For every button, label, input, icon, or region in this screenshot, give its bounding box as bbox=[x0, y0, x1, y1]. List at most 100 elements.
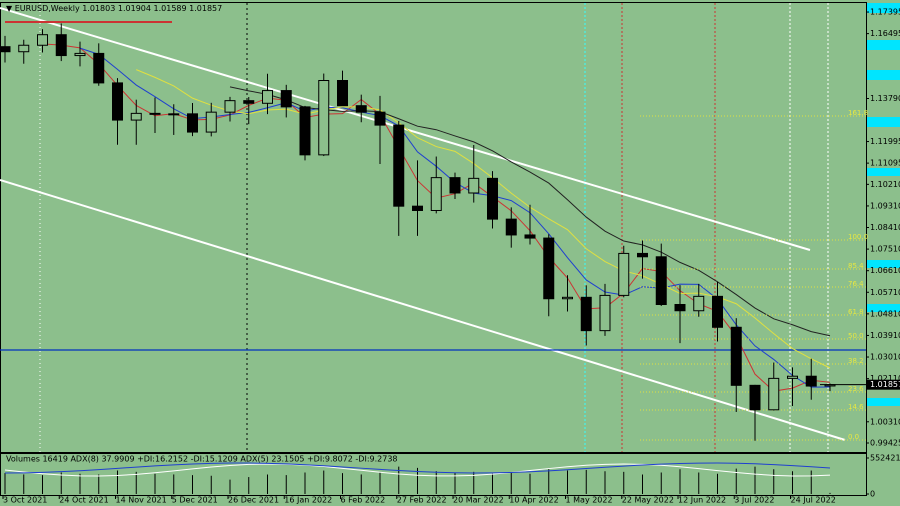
candle-body bbox=[318, 80, 330, 156]
fib-label: 38.2 bbox=[848, 357, 864, 365]
y-tick-label: 1.00310 bbox=[870, 417, 900, 426]
axis-marker bbox=[867, 398, 900, 406]
y-tick-label: 1.04810 bbox=[870, 309, 900, 318]
candle-body bbox=[674, 304, 686, 312]
fib-label: 23.6 bbox=[848, 385, 864, 393]
fib-label: 14.6 bbox=[848, 403, 864, 411]
title-open: 1.01803 bbox=[82, 4, 115, 13]
fib-label: 61.8 bbox=[848, 308, 864, 316]
y-tick-label: 0.99425 bbox=[870, 439, 900, 448]
volume-tick-label: 552421 bbox=[870, 454, 900, 463]
fib-label: 85.4 bbox=[848, 262, 864, 270]
candle-body bbox=[280, 90, 292, 108]
volume-tick-label: 0 bbox=[870, 490, 875, 499]
candle-body bbox=[337, 80, 348, 107]
y-tick-label: 1.13790 bbox=[870, 94, 900, 103]
candle-body bbox=[74, 52, 86, 57]
candle-body bbox=[487, 177, 498, 220]
x-tick-label: 1 May 2022 bbox=[566, 496, 613, 505]
axis-marker bbox=[867, 70, 900, 80]
candle-body bbox=[712, 295, 723, 328]
title-symbol: ▼ bbox=[6, 4, 15, 13]
x-tick-label: 14 Nov 2021 bbox=[116, 496, 167, 505]
axis-marker bbox=[867, 260, 900, 268]
y-tick-label: 1.05710 bbox=[870, 288, 900, 297]
y-tick-label: 1.09310 bbox=[870, 201, 900, 210]
axis-marker bbox=[867, 3, 900, 13]
candle-body bbox=[637, 252, 648, 258]
candle-body bbox=[730, 326, 742, 386]
title-low: 1.01589 bbox=[154, 4, 187, 13]
candle-body bbox=[468, 177, 480, 194]
x-tick-label: 27 Feb 2022 bbox=[397, 496, 447, 505]
trend-line bbox=[0, 7, 811, 251]
y-tick-label: 1.08410 bbox=[870, 223, 900, 232]
candle-body bbox=[37, 34, 48, 46]
candle-body bbox=[262, 90, 273, 104]
title-text: EURUSD,Weekly bbox=[15, 4, 80, 13]
candle-body bbox=[130, 112, 142, 121]
candle-body bbox=[505, 218, 517, 236]
candle-body bbox=[149, 112, 161, 115]
chart-title: ▼ EURUSD,Weekly 1.01803 1.01904 1.01589 … bbox=[6, 4, 222, 13]
y-tick-label: 1.11995 bbox=[870, 137, 900, 146]
trend-line bbox=[0, 179, 846, 441]
fib-label: 76.4 bbox=[848, 280, 864, 288]
adx-line bbox=[4, 463, 831, 477]
candle-body bbox=[599, 294, 611, 332]
candle-body bbox=[430, 177, 442, 211]
axis-marker bbox=[867, 168, 900, 176]
candle-body bbox=[805, 375, 817, 387]
candle-body bbox=[543, 237, 555, 300]
candle-body bbox=[693, 295, 705, 312]
axis-marker bbox=[867, 304, 900, 312]
candle-body bbox=[787, 375, 798, 379]
y-tick-label: 1.06610 bbox=[870, 266, 900, 275]
candle-body bbox=[618, 252, 630, 296]
candle-body bbox=[562, 296, 573, 300]
x-tick-label: 3 Oct 2021 bbox=[3, 496, 47, 505]
moving-average bbox=[229, 86, 831, 337]
candle-body bbox=[655, 256, 667, 306]
price-label: 1.01857 bbox=[870, 380, 900, 389]
x-tick-label: 5 Dec 2021 bbox=[172, 496, 218, 505]
x-tick-label: 16 Jan 2022 bbox=[284, 496, 332, 505]
y-tick-label: 1.07510 bbox=[870, 245, 900, 254]
candle-body bbox=[0, 46, 11, 53]
candle-body bbox=[187, 113, 198, 133]
x-tick-label: 24 Oct 2021 bbox=[59, 496, 108, 505]
x-tick-label: 6 Feb 2022 bbox=[341, 496, 386, 505]
y-tick-label: 1.16495 bbox=[870, 29, 900, 38]
candle-body bbox=[112, 82, 123, 121]
candle-body bbox=[93, 52, 105, 84]
candle-body bbox=[18, 44, 30, 53]
decor bbox=[0, 3, 900, 452]
x-tick-label: 3 Jul 2022 bbox=[734, 496, 774, 505]
axis-marker bbox=[867, 117, 900, 127]
candle-body bbox=[355, 105, 367, 113]
axis-marker bbox=[867, 40, 900, 50]
price-box bbox=[867, 379, 900, 390]
candle-body bbox=[749, 384, 761, 411]
fib-label: 161.8 bbox=[848, 109, 868, 117]
title-close: 1.01857 bbox=[189, 4, 222, 13]
candle-body bbox=[374, 111, 386, 126]
y-tick-label: 1.03010 bbox=[870, 353, 900, 362]
candle-body bbox=[768, 377, 780, 411]
y-tick-label: 1.17395 bbox=[870, 8, 900, 17]
fib-label: 100.0 bbox=[848, 233, 868, 241]
volume-panel-frame bbox=[0, 453, 867, 496]
candle-body bbox=[393, 124, 405, 207]
y-tick-label: 1.02110 bbox=[870, 374, 900, 383]
x-tick-label: 10 Apr 2022 bbox=[509, 496, 558, 505]
title-high: 1.01904 bbox=[118, 4, 151, 13]
x-tick-label: 24 Jul 2022 bbox=[791, 496, 836, 505]
candle-body bbox=[580, 296, 592, 332]
adx-line bbox=[4, 462, 831, 474]
x-tick-label: 20 Mar 2022 bbox=[453, 496, 504, 505]
fib-label: 0.0 bbox=[848, 433, 859, 441]
x-tick-label: 26 Dec 2021 bbox=[228, 496, 279, 505]
candle-body bbox=[412, 205, 423, 211]
